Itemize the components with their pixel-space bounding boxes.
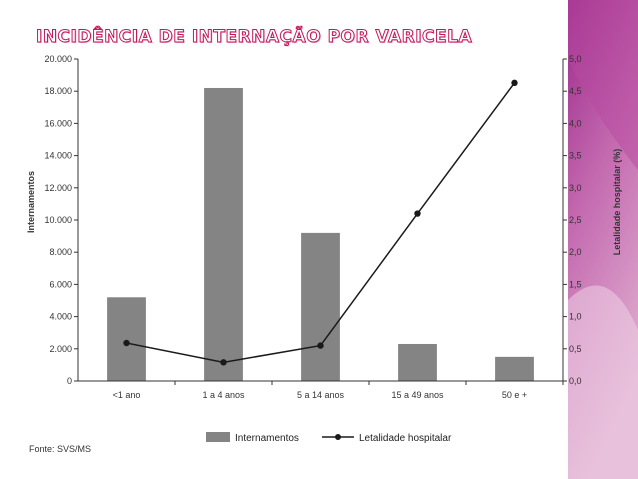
y-tick-label: 18.000 xyxy=(44,86,72,96)
line-point xyxy=(220,359,227,366)
left-axis-ticks: 0 2.000 4.000 6.000 8.000 10.000 12.000 14.000 1… xyxy=(44,54,78,386)
line-series xyxy=(123,79,518,366)
right-axis-ticks: 0,0 0,5 1,0 1,5 2,0 2,5 3,0 3,5 4,0 4,5 5,0 xyxy=(563,54,582,386)
y2-tick-label: 1,5 xyxy=(569,279,582,289)
slide-title: INCIDÊNCIA DE INTERNAÇÃO POR VARICELA xyxy=(35,27,473,48)
bar xyxy=(398,343,437,381)
y-tick-label: 6.000 xyxy=(49,279,72,289)
legend: Internamentos Letalidade hospitalar xyxy=(206,432,452,444)
y2-tick-label: 2,0 xyxy=(569,247,582,257)
bar xyxy=(204,87,243,381)
y-tick-label: 12.000 xyxy=(44,183,72,193)
y2-tick-label: 3,0 xyxy=(569,183,582,193)
legend-label-bars: Internamentos xyxy=(235,433,299,444)
legend-swatch-marker xyxy=(335,434,341,440)
y2-tick-label: 4,5 xyxy=(569,86,582,96)
bar xyxy=(107,297,146,381)
y2-tick-label: 2,5 xyxy=(569,215,582,225)
x-axis-ticks: <1 ano 1 a 4 anos 5 a 14 anos 15 a 49 anos 5… xyxy=(113,381,564,400)
bar xyxy=(495,356,534,381)
legend-swatch-bars xyxy=(206,432,230,442)
bar xyxy=(301,232,340,381)
y-axis-title: Internamentos xyxy=(26,171,36,233)
decorative-side-band xyxy=(568,0,638,479)
line-point xyxy=(414,210,421,217)
y2-axis-title: Letalidade hospitalar (%) xyxy=(612,149,622,256)
y2-tick-label: 3,5 xyxy=(569,151,582,161)
x-tick-label: 1 a 4 anos xyxy=(202,390,245,400)
line-point xyxy=(123,339,130,347)
y-tick-label: 0 xyxy=(67,376,72,386)
y-tick-label: 14.000 xyxy=(44,151,72,161)
x-tick-label: 15 a 49 anos xyxy=(391,390,444,400)
x-tick-label: 50 e + xyxy=(502,390,527,400)
legend-label-line: Letalidade hospitalar xyxy=(359,433,452,444)
y2-tick-label: 5,0 xyxy=(569,54,582,64)
y-tick-label: 16.000 xyxy=(44,118,72,128)
y2-tick-label: 4,0 xyxy=(569,118,582,128)
line-point xyxy=(317,342,324,349)
bar-series xyxy=(107,87,534,381)
y-tick-label: 4.000 xyxy=(49,312,72,322)
x-tick-label: <1 ano xyxy=(113,390,141,400)
y2-tick-label: 1,0 xyxy=(569,312,582,322)
y-tick-label: 2.000 xyxy=(49,344,72,354)
y-tick-label: 8.000 xyxy=(49,247,72,257)
y-tick-label: 20.000 xyxy=(44,54,72,64)
source-note: Fonte: SVS/MS xyxy=(29,444,92,454)
y2-tick-label: 0,0 xyxy=(569,376,582,386)
line-point xyxy=(511,79,518,87)
x-tick-label: 5 a 14 anos xyxy=(297,390,345,400)
y-tick-label: 10.000 xyxy=(44,215,72,225)
y2-tick-label: 0,5 xyxy=(569,344,582,354)
